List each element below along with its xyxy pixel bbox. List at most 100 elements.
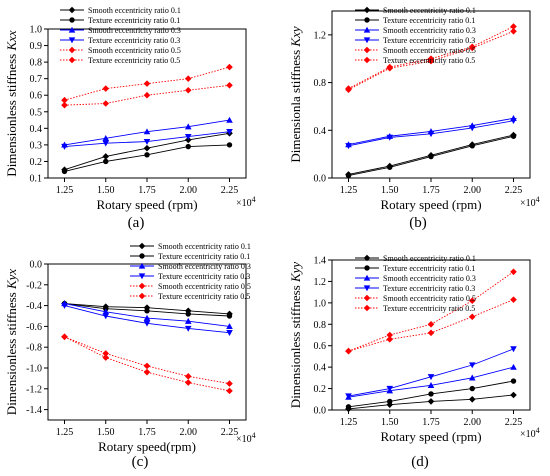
data-point (102, 354, 110, 361)
data-point (345, 172, 352, 179)
data-point (427, 329, 435, 337)
panel-label: (c) (132, 454, 149, 470)
chart-panel-2: 0.0 0.4 0.8 1.2 1.25 1.50 1.75 2.00 2.25×104 Rota… (288, 6, 540, 231)
x-axis-label: Rotary speed (rpm) (380, 197, 481, 212)
y-tick-label: -1.2 (26, 384, 42, 395)
data-point (510, 268, 517, 276)
data-point (226, 323, 233, 330)
data-point (143, 320, 151, 327)
legend-marker (68, 37, 76, 44)
data-point (510, 133, 517, 139)
x-tick-label: 2.25 (505, 185, 523, 196)
chart-panel-4: 0.0 0.2 0.4 0.6 0.8 1.0 1.2 1.4 1.25 1.50 1.75 2.00… (288, 254, 540, 470)
panel-label: (b) (409, 215, 427, 231)
data-point (386, 134, 394, 141)
legend-marker (363, 254, 371, 262)
legend-marker (138, 262, 146, 269)
x-tick-label: 1.25 (56, 427, 74, 438)
y-tick-label: 0.1 (30, 174, 43, 185)
x-tick-label: 2.25 (221, 427, 239, 438)
data-point (427, 382, 435, 388)
data-point (102, 134, 110, 141)
series-line (348, 271, 514, 352)
legend-label: Smooth eccentricity ratio 0.1 (88, 6, 181, 15)
data-point (143, 368, 151, 376)
series-6 (61, 81, 233, 109)
data-point (226, 63, 233, 71)
y-tick-label: -1.0 (26, 364, 42, 375)
data-point (427, 320, 435, 328)
legend-label: Texture eccentricity ratio 0.1 (88, 16, 180, 25)
data-point (345, 393, 352, 400)
y-tick-label: 0.4 (314, 363, 327, 374)
legend-marker (139, 253, 145, 259)
data-point (143, 128, 151, 135)
y-tick-label: 1.2 (314, 277, 327, 288)
y-tick-label: 0.0 (30, 260, 43, 271)
y-tick-label: -0.2 (26, 280, 42, 291)
data-point (468, 313, 476, 321)
y-tick-label: 1.2 (314, 30, 327, 41)
y-tick-label: 0.2 (30, 157, 43, 168)
legend-label: Smooth eccentricity ratio 0.3 (88, 26, 181, 35)
data-point (143, 144, 151, 152)
data-point (184, 373, 192, 380)
x-tick-label: 2.00 (180, 185, 198, 196)
data-point (510, 363, 517, 370)
series-1 (61, 130, 233, 174)
y-axis-label: Dimensionless stiffness Kyy (288, 262, 303, 409)
legend-label: Smooth eccentricity ratio 0.1 (383, 254, 476, 263)
data-point (102, 100, 110, 107)
data-point (143, 362, 151, 370)
legend-label: Texture eccentricity ratio 0.3 (88, 36, 180, 45)
legend-label: Smooth eccentricity ratio 0.3 (383, 274, 476, 283)
x-tick-label: 1.75 (422, 417, 440, 428)
y-tick-label: 0.7 (30, 74, 43, 85)
data-point (184, 136, 192, 144)
data-point (345, 347, 352, 355)
x-tick-label: 2.00 (464, 417, 482, 428)
legend-label: Texture eccentricity ratio 0.5 (383, 56, 475, 65)
data-point (226, 330, 233, 336)
data-point (184, 75, 192, 82)
data-point (428, 391, 434, 397)
legend-marker (363, 56, 371, 64)
data-point (143, 304, 151, 311)
y-tick-label: 0.4 (30, 124, 43, 135)
x-tick-label: 2.00 (180, 427, 198, 438)
data-point (427, 374, 435, 381)
series-4 (345, 346, 517, 400)
y-tick-label: 0.8 (30, 58, 43, 69)
x-axis-label: Rotary speed(rpm) (98, 439, 196, 454)
x-tick-label: 1.50 (97, 427, 115, 438)
y-axis-label: Dimensionless stiffness Kxx (4, 30, 19, 177)
series-line (64, 336, 230, 385)
legend-marker (363, 26, 371, 33)
data-point (468, 44, 476, 52)
data-point (468, 374, 476, 381)
legend-label: Texture eccentricity ratio 0.5 (88, 56, 180, 65)
y-tick-label: -1.4 (26, 405, 42, 416)
x-tick-label: 1.75 (138, 427, 156, 438)
data-point (468, 125, 476, 132)
legend-marker (363, 274, 371, 281)
legend-label: Smooth eccentricity ratio 0.1 (383, 6, 476, 15)
series-line (64, 336, 230, 392)
data-point (427, 131, 435, 138)
legend-label: Texture eccentricity ratio 0.5 (158, 292, 250, 301)
data-point (102, 85, 110, 92)
data-point (510, 346, 517, 353)
legend-marker (364, 265, 370, 271)
legend-marker (68, 56, 76, 64)
x-axis-multiplier: ×104 (236, 431, 256, 445)
data-point (345, 404, 352, 410)
data-point (510, 118, 517, 125)
series-5 (61, 63, 233, 104)
chart-panel-3: -1.4 -1.2 -1.0 -0.8 -0.6 -0.4 -0.2 0.0 1.25 1.50 1… (4, 242, 256, 470)
legend-label: Texture eccentricity ratio 0.3 (158, 272, 250, 281)
legend-marker (68, 46, 76, 54)
legend-marker (363, 6, 371, 14)
